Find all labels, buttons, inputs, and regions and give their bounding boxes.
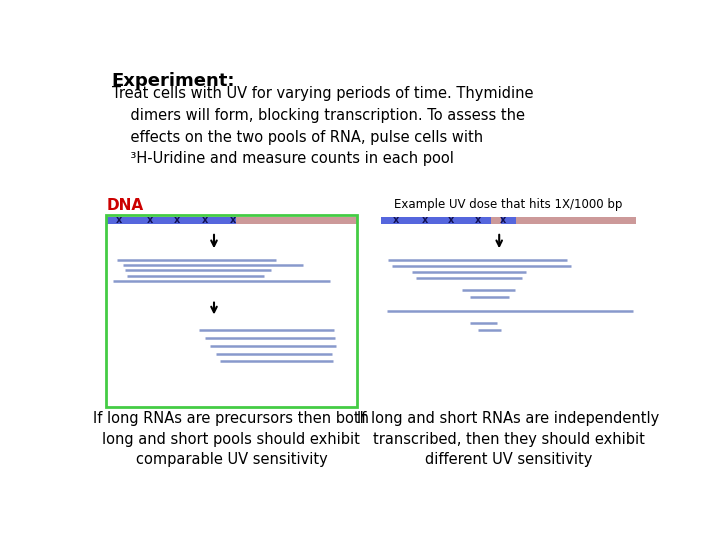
Text: x: x <box>448 215 454 225</box>
Bar <box>381 217 636 224</box>
Text: x: x <box>474 215 481 225</box>
Text: x: x <box>230 215 236 225</box>
Bar <box>106 217 236 224</box>
Bar <box>381 217 490 224</box>
Text: Treat cells with UV for varying periods of time. Thymidine
    dimers will form,: Treat cells with UV for varying periods … <box>112 86 534 166</box>
Bar <box>106 217 357 224</box>
Text: x: x <box>422 215 428 225</box>
Text: x: x <box>148 215 153 225</box>
Text: x: x <box>500 215 506 225</box>
Text: If long and short RNAs are independently
transcribed, then they should exhibit
d: If long and short RNAs are independently… <box>357 411 660 467</box>
Text: Experiment:: Experiment: <box>112 72 235 91</box>
Text: x: x <box>174 215 180 225</box>
Text: x: x <box>117 215 122 225</box>
Bar <box>501 217 516 224</box>
Text: x: x <box>393 215 400 225</box>
Text: x: x <box>202 215 208 225</box>
Text: Example UV dose that hits 1X/1000 bp: Example UV dose that hits 1X/1000 bp <box>395 198 623 212</box>
Text: DNA: DNA <box>107 198 144 213</box>
Bar <box>106 215 357 408</box>
Text: If long RNAs are precursors then both
long and short pools should exhibit
compar: If long RNAs are precursors then both lo… <box>94 411 369 467</box>
